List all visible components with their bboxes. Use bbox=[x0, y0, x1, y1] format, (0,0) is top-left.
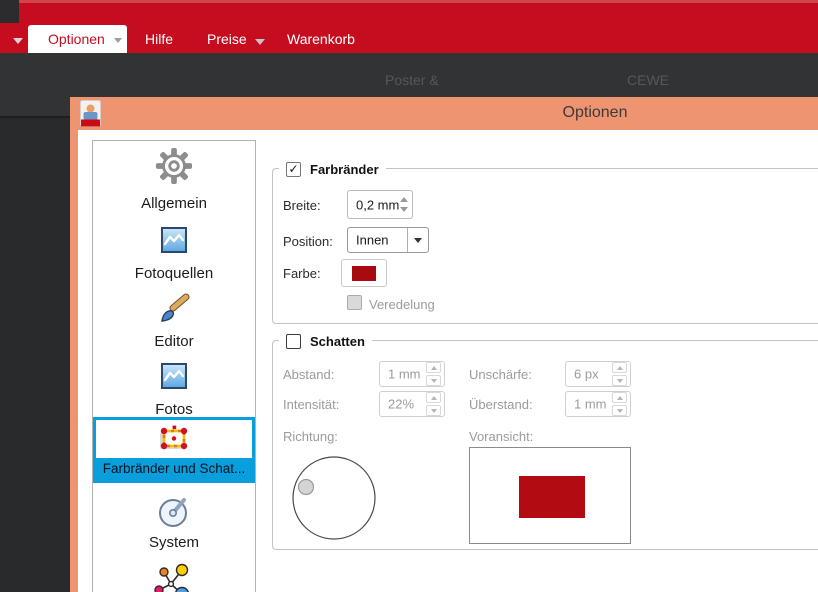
voransicht-preview bbox=[469, 447, 631, 544]
background-text-cewe: CEWE bbox=[627, 72, 669, 88]
intensitaet-value: 22% bbox=[388, 396, 415, 412]
farbe-label: Farbe: bbox=[283, 266, 321, 281]
intensitaet-spinner: 22% bbox=[379, 391, 445, 417]
breite-value: 0,2 mm bbox=[356, 197, 400, 212]
sidebar-item-label: Editor bbox=[154, 333, 194, 350]
schatten-group-header: Schatten bbox=[279, 332, 372, 350]
menu-overflow-chevron-icon[interactable] bbox=[13, 38, 23, 44]
dialog-body: Allgemein Fotoquellen Editor bbox=[78, 130, 818, 592]
sidebar-item-label: Fotos bbox=[155, 401, 193, 418]
farbraender-group-header: ✓ Farbränder bbox=[279, 160, 386, 178]
sidebar-item-label: Fotoquellen bbox=[134, 265, 214, 282]
dialog-title: Optionen bbox=[562, 104, 628, 121]
ueberstand-value: 1 mm bbox=[574, 396, 607, 412]
sidebar-item-editor[interactable]: Editor bbox=[93, 293, 255, 369]
menu-item-warenkorb[interactable]: Warenkorb bbox=[287, 31, 355, 47]
spin-up-icon bbox=[426, 392, 441, 403]
voransicht-label: Voransicht: bbox=[469, 429, 534, 444]
ueberstand-spinner: 1 mm bbox=[565, 391, 631, 417]
veredelung-label: Veredelung bbox=[369, 297, 435, 312]
dropdown-button[interactable] bbox=[407, 228, 428, 252]
sidebar-item-label: System bbox=[148, 534, 199, 551]
farbraender-group-title: Farbränder bbox=[310, 161, 379, 177]
chevron-down-icon bbox=[414, 237, 422, 243]
spin-up-icon bbox=[612, 392, 627, 403]
photo-icon bbox=[161, 363, 187, 389]
menu-item-optionen-label: Optionen bbox=[48, 31, 105, 47]
farbraender-group: ✓ Farbränder Breite: 0,2 mm Position: In… bbox=[272, 160, 818, 324]
spin-up-icon bbox=[612, 362, 627, 373]
spin-down-icon bbox=[426, 375, 441, 386]
ueberstand-label: Überstand: bbox=[469, 397, 533, 412]
spin-up-icon[interactable] bbox=[400, 197, 408, 202]
menu-bar-corner bbox=[0, 0, 19, 23]
options-sidebar: Allgemein Fotoquellen Editor bbox=[92, 140, 256, 592]
richtung-label: Richtung: bbox=[283, 429, 338, 444]
abstand-spinner: 1 mm bbox=[379, 361, 445, 387]
position-value: Innen bbox=[356, 232, 389, 248]
breite-spinner[interactable]: 0,2 mm bbox=[347, 190, 413, 219]
brush-icon bbox=[161, 293, 190, 322]
position-dropdown[interactable]: Innen bbox=[347, 227, 429, 253]
breite-label: Breite: bbox=[283, 198, 321, 213]
sidebar-item-fotos[interactable]: Fotos bbox=[93, 363, 255, 439]
background-left-panel bbox=[0, 116, 70, 592]
color-swatch bbox=[352, 266, 376, 281]
preview-red-rectangle bbox=[519, 476, 585, 518]
unschaerfe-value: 6 px bbox=[574, 366, 599, 382]
richtung-dial bbox=[292, 456, 376, 540]
spin-down-icon bbox=[612, 405, 627, 416]
abstand-value: 1 mm bbox=[388, 366, 421, 382]
spin-down-icon[interactable] bbox=[400, 207, 408, 212]
sidebar-item-netzwerk[interactable] bbox=[93, 563, 255, 592]
abstand-label: Abstand: bbox=[283, 367, 335, 382]
dialog-titlebar[interactable]: Optionen bbox=[70, 97, 818, 130]
position-label: Position: bbox=[283, 234, 333, 249]
spin-up-icon bbox=[426, 362, 441, 373]
spin-down-icon bbox=[426, 405, 441, 416]
unschaerfe-label: Unschärfe: bbox=[469, 367, 532, 382]
menu-bar: Optionen Hilfe Preise Warenkorb bbox=[0, 0, 818, 53]
molecule-icon bbox=[154, 563, 189, 592]
gauge-icon bbox=[159, 498, 187, 527]
app-icon bbox=[80, 100, 101, 127]
sidebar-item-system[interactable]: System bbox=[93, 493, 255, 563]
menu-item-optionen[interactable]: Optionen bbox=[28, 25, 127, 53]
schatten-checkbox[interactable] bbox=[286, 333, 301, 349]
dial-knob bbox=[297, 478, 315, 496]
gear-icon bbox=[155, 147, 193, 185]
chevron-down-icon bbox=[114, 38, 122, 43]
farbe-color-button[interactable] bbox=[341, 259, 387, 287]
schatten-group-title: Schatten bbox=[310, 333, 365, 349]
intensitaet-label: Intensität: bbox=[283, 397, 340, 412]
sidebar-item-label: Farbränder und Schat... bbox=[96, 458, 252, 480]
schatten-group: Schatten Abstand: 1 mm Unschärfe: 6 px I… bbox=[272, 332, 818, 550]
selection-frame-icon bbox=[160, 425, 188, 450]
menu-item-preise[interactable]: Preise bbox=[207, 31, 247, 47]
spin-down-icon bbox=[612, 375, 627, 386]
menu-bar-highlight bbox=[19, 0, 818, 3]
menu-item-hilfe[interactable]: Hilfe bbox=[145, 31, 174, 47]
sidebar-item-allgemein[interactable]: Allgemein bbox=[93, 147, 255, 223]
options-dialog: Optionen Allgemein bbox=[70, 97, 818, 592]
preise-chevron-down-icon[interactable] bbox=[255, 39, 265, 45]
sidebar-item-fotoquellen[interactable]: Fotoquellen bbox=[93, 227, 255, 303]
farbraender-checkbox[interactable]: ✓ bbox=[286, 161, 301, 177]
background-text-poster: Poster & bbox=[385, 72, 439, 88]
photo-source-icon bbox=[161, 227, 187, 253]
sidebar-item-farbraender-schatten-selected[interactable]: Farbränder und Schat... bbox=[93, 417, 255, 483]
veredelung-checkbox bbox=[347, 295, 362, 310]
unschaerfe-spinner: 6 px bbox=[565, 361, 631, 387]
sidebar-item-label: Allgemein bbox=[141, 195, 207, 212]
